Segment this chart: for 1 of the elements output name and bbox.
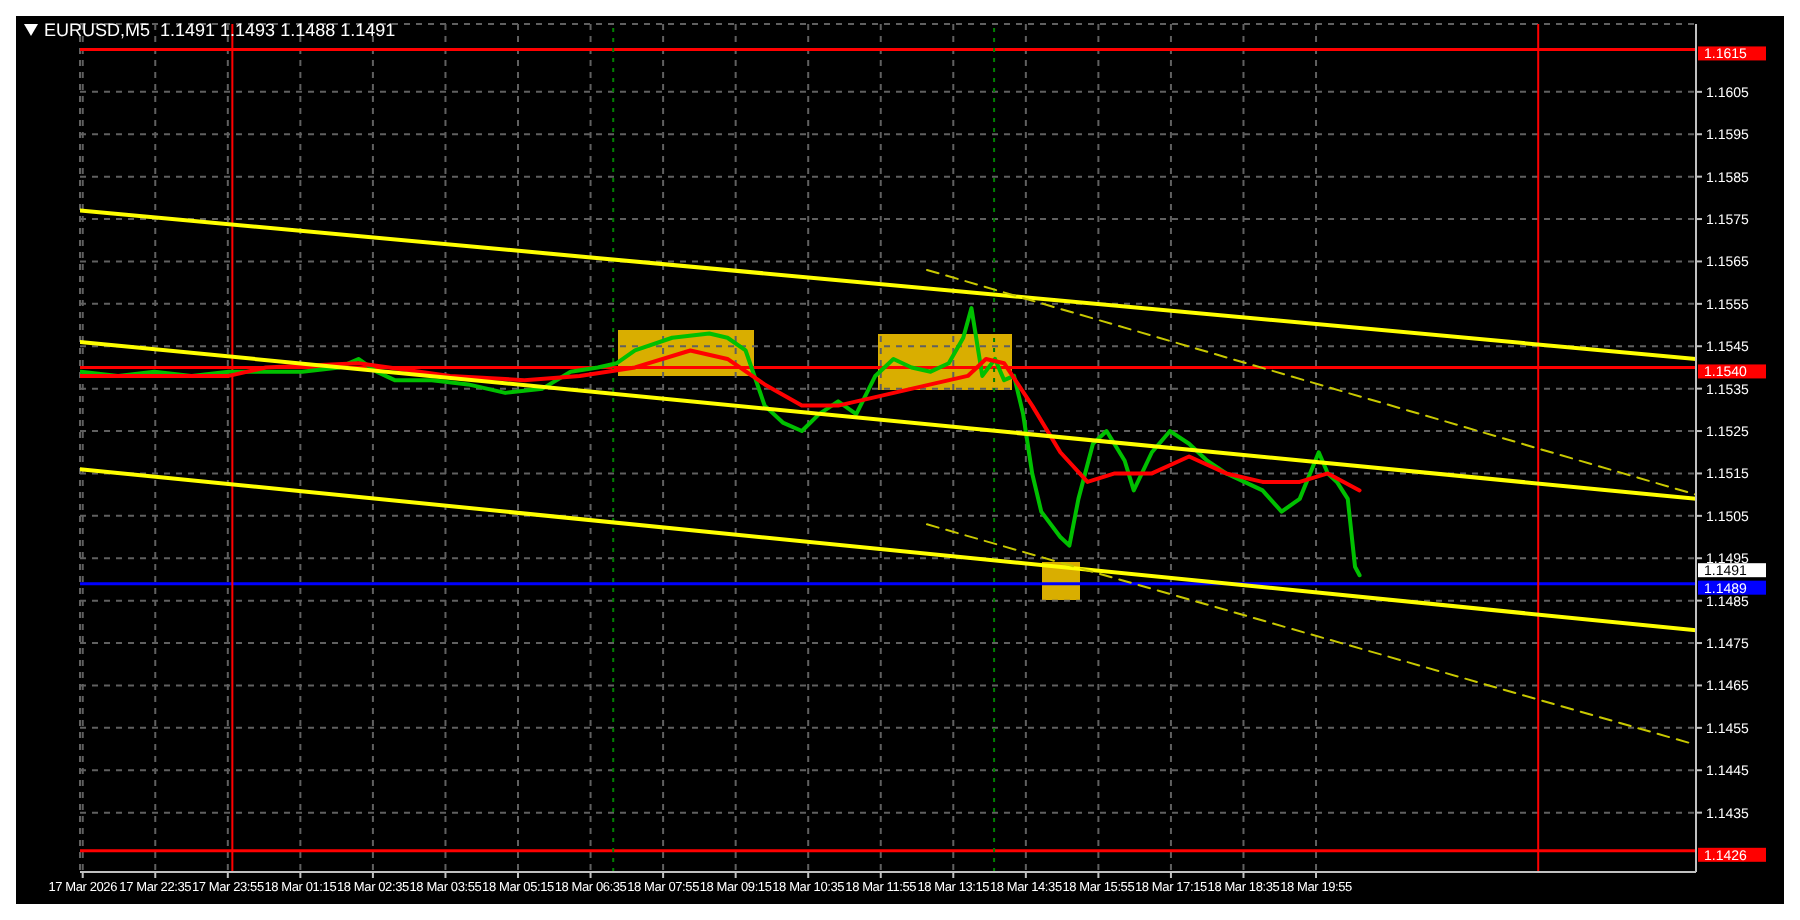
line-series xyxy=(80,306,1362,578)
